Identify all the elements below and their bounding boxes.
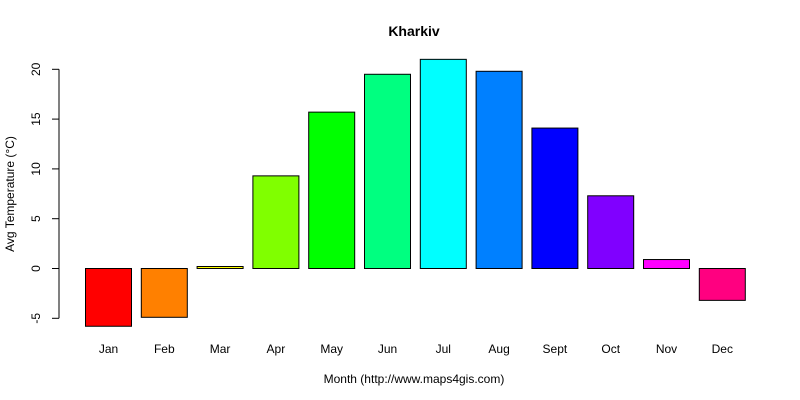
x-tick-label: Dec	[712, 342, 733, 356]
bar-sept	[531, 127, 579, 269]
bar-nov	[643, 259, 690, 270]
x-tick-labels: Jan Feb Mar Apr May Jun Jul Aug Sept Oct Nov Dec	[99, 342, 733, 356]
bars-group	[85, 58, 746, 327]
y-axis: -5 0 5 10 15 20	[29, 62, 60, 324]
y-tick-label: 10	[29, 162, 43, 176]
bar-dec	[698, 268, 746, 301]
x-tick-label: Apr	[267, 342, 286, 356]
bar-jul	[419, 58, 467, 270]
bar-apr	[252, 175, 300, 269]
x-tick-label: Feb	[154, 342, 175, 356]
x-tick-label: Oct	[601, 342, 620, 356]
y-tick-label: -5	[29, 313, 43, 324]
y-tick-label: 20	[29, 62, 43, 76]
x-tick-label: Jun	[378, 342, 397, 356]
y-tick-label: 5	[29, 215, 43, 222]
x-tick-label: May	[320, 342, 343, 356]
y-tick-label: 0	[29, 265, 43, 272]
y-tick-label: 15	[29, 112, 43, 126]
bar-mar	[196, 266, 244, 269]
bar-jun	[364, 73, 411, 269]
x-tick-label: Jul	[436, 342, 451, 356]
x-tick-label: Jan	[99, 342, 118, 356]
x-axis-label: Month (http://www.maps4gis.com)	[324, 372, 505, 386]
bar-feb	[140, 268, 188, 318]
y-axis-label: Avg Temperature (°C)	[3, 136, 17, 252]
chart-title: Kharkiv	[388, 23, 440, 39]
x-tick-label: Nov	[656, 342, 677, 356]
bar-aug	[475, 70, 523, 269]
x-tick-label: Sept	[543, 342, 568, 356]
bar-may	[308, 111, 356, 269]
x-tick-label: Aug	[488, 342, 509, 356]
bar-oct	[587, 195, 635, 270]
x-tick-label: Mar	[210, 342, 231, 356]
bar-jan	[85, 268, 132, 327]
